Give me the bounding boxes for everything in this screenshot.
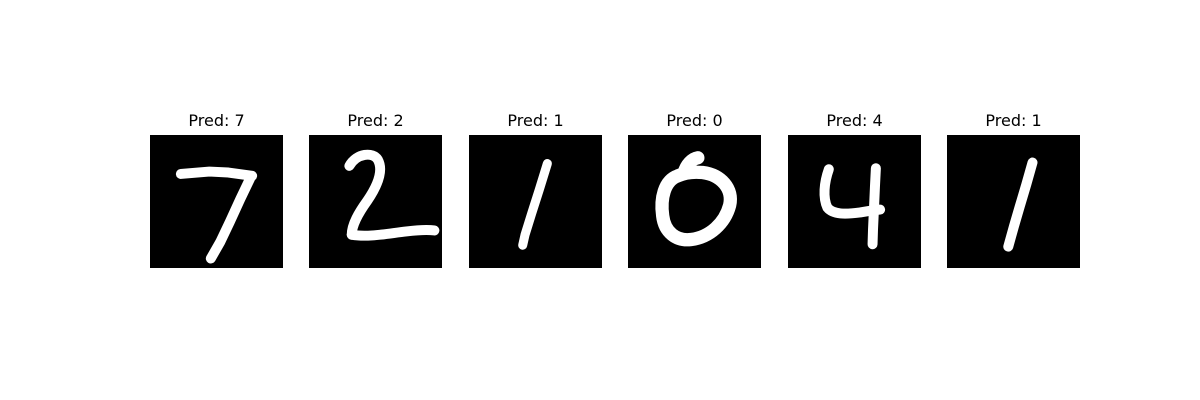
prediction-title: Pred: 2	[347, 111, 404, 130]
prediction-title: Pred: 1	[507, 111, 564, 130]
prediction-panel: Pred: 7	[150, 110, 283, 268]
prediction-panel: Pred: 0	[628, 110, 761, 268]
prediction-panel: Pred: 4	[788, 110, 921, 268]
prediction-title: Pred: 4	[826, 111, 883, 130]
prediction-title: Pred: 7	[188, 111, 245, 130]
digit-image	[150, 135, 283, 268]
digit-image	[309, 135, 442, 268]
digit-image	[469, 135, 602, 268]
prediction-title: Pred: 0	[666, 111, 723, 130]
digit-image	[947, 135, 1080, 268]
digit-image	[628, 135, 761, 268]
prediction-panel: Pred: 2	[309, 110, 442, 268]
prediction-title: Pred: 1	[985, 111, 1042, 130]
prediction-panel: Pred: 1	[469, 110, 602, 268]
prediction-panel: Pred: 1	[947, 110, 1080, 268]
digit-image	[788, 135, 921, 268]
